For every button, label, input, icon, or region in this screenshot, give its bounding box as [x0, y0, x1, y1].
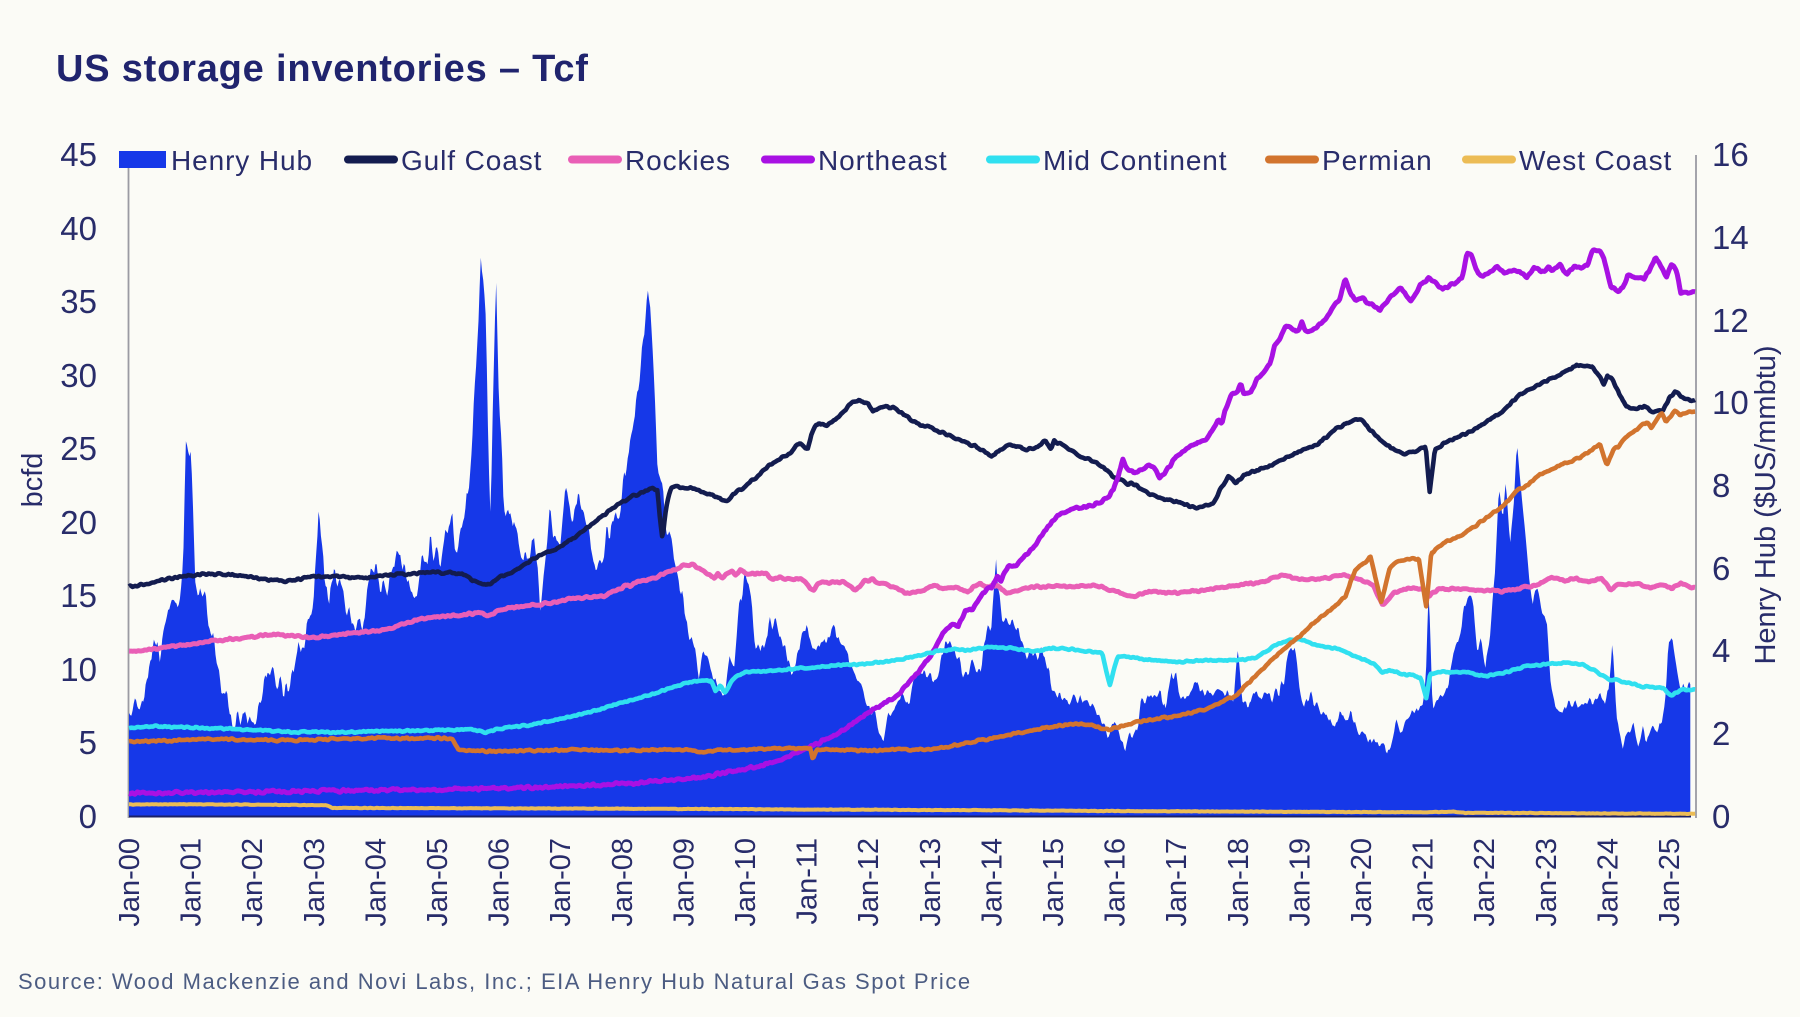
- svg-text:Henry Hub: Henry Hub: [171, 145, 313, 176]
- svg-text:2: 2: [1712, 715, 1730, 752]
- svg-text:6: 6: [1712, 550, 1730, 587]
- svg-text:Jan-05: Jan-05: [422, 838, 454, 927]
- svg-text:8: 8: [1712, 467, 1730, 504]
- svg-text:5: 5: [79, 724, 97, 761]
- svg-text:0: 0: [79, 798, 97, 835]
- svg-text:Jan-02: Jan-02: [237, 838, 269, 927]
- svg-text:Jan-06: Jan-06: [484, 838, 516, 927]
- svg-text:25: 25: [60, 430, 97, 467]
- svg-text:10: 10: [1712, 384, 1749, 421]
- svg-text:bcfd: bcfd: [17, 453, 49, 508]
- svg-text:14: 14: [1712, 219, 1749, 256]
- svg-text:Northeast: Northeast: [818, 145, 948, 176]
- svg-text:Permian: Permian: [1322, 145, 1433, 176]
- svg-text:35: 35: [60, 283, 97, 320]
- svg-text:15: 15: [60, 577, 97, 614]
- svg-text:12: 12: [1712, 302, 1749, 339]
- svg-text:20: 20: [60, 504, 97, 541]
- svg-text:40: 40: [60, 210, 97, 247]
- svg-text:Jan-19: Jan-19: [1284, 838, 1316, 927]
- svg-text:Jan-23: Jan-23: [1531, 838, 1563, 927]
- svg-text:Jan-21: Jan-21: [1408, 838, 1440, 927]
- svg-text:US storage inventories – Tcf: US storage inventories – Tcf: [56, 48, 589, 90]
- svg-text:Rockies: Rockies: [625, 145, 731, 176]
- svg-text:45: 45: [60, 136, 97, 173]
- svg-text:Mid Continent: Mid Continent: [1043, 145, 1227, 176]
- svg-text:Jan-01: Jan-01: [176, 838, 208, 927]
- svg-text:Henry Hub ($US/mmbtu): Henry Hub ($US/mmbtu): [1750, 345, 1782, 664]
- svg-text:Jan-25: Jan-25: [1654, 838, 1686, 927]
- svg-text:Jan-20: Jan-20: [1346, 838, 1378, 927]
- svg-text:Jan-03: Jan-03: [299, 838, 331, 927]
- svg-text:Jan-16: Jan-16: [1100, 838, 1132, 927]
- svg-text:Jan-24: Jan-24: [1592, 838, 1624, 927]
- svg-text:0: 0: [1712, 798, 1730, 835]
- svg-text:4: 4: [1712, 632, 1730, 669]
- svg-text:16: 16: [1712, 136, 1749, 173]
- svg-text:Jan-09: Jan-09: [668, 838, 700, 927]
- svg-text:30: 30: [60, 357, 97, 394]
- svg-text:Gulf Coast: Gulf Coast: [401, 145, 542, 176]
- svg-text:Jan-17: Jan-17: [1161, 838, 1193, 927]
- svg-text:Jan-07: Jan-07: [545, 838, 577, 927]
- svg-text:Jan-04: Jan-04: [360, 838, 392, 927]
- svg-text:Jan-08: Jan-08: [607, 838, 639, 927]
- svg-text:Jan-13: Jan-13: [915, 838, 947, 927]
- svg-text:West Coast: West Coast: [1519, 145, 1672, 176]
- svg-text:Jan-12: Jan-12: [853, 838, 885, 927]
- svg-text:Source: Wood Mackenzie and Nov: Source: Wood Mackenzie and Novi Labs, In…: [18, 969, 972, 994]
- svg-text:10: 10: [60, 651, 97, 688]
- svg-text:Jan-00: Jan-00: [114, 838, 146, 927]
- svg-text:Jan-22: Jan-22: [1469, 838, 1501, 927]
- svg-text:Jan-10: Jan-10: [730, 838, 762, 927]
- svg-text:Jan-15: Jan-15: [1038, 838, 1070, 927]
- svg-text:Jan-18: Jan-18: [1223, 838, 1255, 927]
- svg-text:Jan-14: Jan-14: [976, 838, 1008, 927]
- svg-text:Jan-11: Jan-11: [792, 838, 824, 925]
